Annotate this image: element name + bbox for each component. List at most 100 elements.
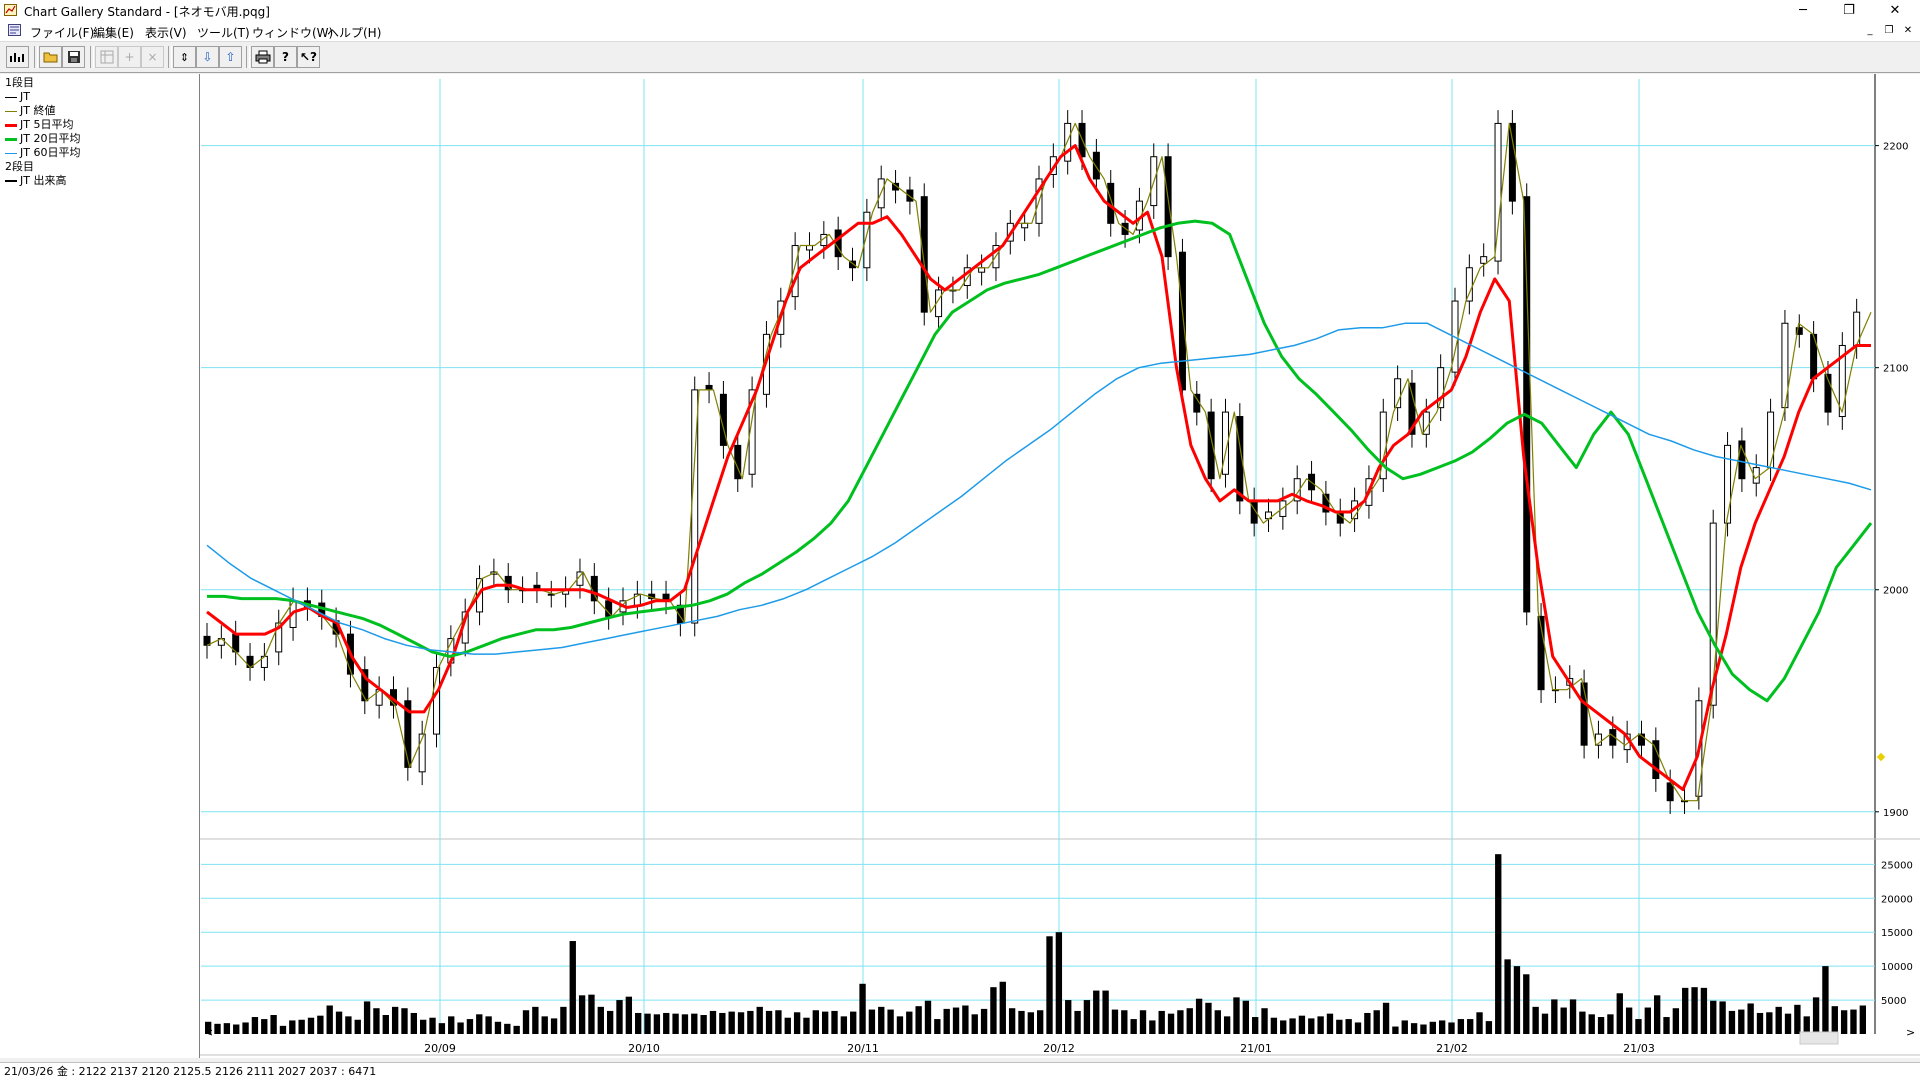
zoom-button[interactable]: ⇕ (173, 46, 196, 68)
volume-bar (906, 1011, 913, 1034)
volume-bar (326, 1005, 333, 1034)
volume-bar (1345, 1019, 1352, 1034)
volume-bar (1448, 1022, 1455, 1034)
menu-view[interactable]: 表示(V) (145, 26, 187, 40)
chart-area[interactable]: 20/09 20/10 20/11 20/12 21/01 21/02 21/03 1900 2… (200, 74, 1920, 1058)
legend-item[interactable]: JT 出来高 (5, 174, 66, 188)
mdi-restore-button[interactable]: ❐ (1884, 25, 1894, 36)
volume-bar (242, 1022, 249, 1034)
save-button[interactable] (62, 46, 85, 68)
volume-bar (934, 1019, 941, 1034)
volume-bar (1205, 1002, 1212, 1034)
volume-bar (1504, 959, 1511, 1034)
volume-bar (691, 1013, 698, 1034)
volume-bar (1420, 1024, 1427, 1034)
candle (1064, 110, 1072, 175)
open-button[interactable] (39, 46, 62, 68)
document-icon[interactable] (8, 24, 21, 36)
legend-item[interactable]: JT (5, 90, 30, 104)
candle-body (418, 733, 426, 773)
move-down-button[interactable]: ⇩ (196, 46, 219, 68)
volume-bar (1382, 1002, 1390, 1034)
help-button[interactable]: ? (274, 46, 297, 68)
properties-button[interactable] (95, 46, 118, 68)
context-help-button[interactable]: ↖? (297, 46, 320, 68)
volume-bar (1625, 1007, 1633, 1034)
volume-bar (635, 1012, 642, 1034)
volume-bar (1784, 1013, 1792, 1034)
volume-bar (363, 1001, 371, 1034)
candle-body (433, 666, 441, 735)
menu-file[interactable]: ファイル(F) (30, 26, 95, 40)
volume-bar (1270, 1017, 1278, 1034)
candle-body (849, 260, 857, 269)
candle (705, 372, 713, 404)
volume-bar (1139, 1010, 1147, 1034)
menu-help[interactable]: ヘルプ(H) (327, 26, 382, 40)
title-bar: Chart Gallery Standard - [ネオモバ用.pqg] ─ ❐… (0, 0, 1920, 21)
legend-line-icon (5, 96, 17, 98)
close-button[interactable]: ✕ (1889, 3, 1901, 18)
menu-edit[interactable]: 編集(E) (93, 26, 134, 40)
candle-body (1795, 327, 1803, 335)
volume-bar (625, 996, 633, 1034)
minimize-button[interactable]: ─ (1799, 3, 1807, 18)
volume-bar (1121, 1010, 1128, 1034)
volume-bar (513, 1025, 520, 1034)
candle-body (1322, 493, 1330, 513)
candle (1265, 498, 1273, 532)
volume-bar (1569, 999, 1577, 1034)
legend-item[interactable]: JT 20日平均 (5, 132, 80, 146)
volume-bar (803, 1017, 810, 1034)
delete-icon: × (147, 50, 158, 64)
menu-window[interactable]: ウィンドウ(W) (252, 26, 334, 40)
menu-bar: ファイル(F) 編集(E) 表示(V) ツール(T) ウィンドウ(W) ヘルプ(… (0, 21, 1920, 42)
stock-chart[interactable]: 20/09 20/10 20/11 20/12 21/01 21/02 21/03 1900 2… (200, 74, 1920, 1058)
candle (1724, 432, 1732, 537)
menu-tools[interactable]: ツール(T) (197, 26, 250, 40)
candle (232, 620, 240, 666)
volume-bar (1822, 966, 1829, 1034)
candle-body (1236, 416, 1244, 502)
volume-bar (1794, 1004, 1801, 1034)
volume-bar (1130, 1019, 1137, 1034)
print-button[interactable] (251, 46, 274, 68)
volume-bar (1065, 1000, 1072, 1034)
mdi-minimize-button[interactable]: _ (1867, 25, 1873, 36)
candle (260, 643, 268, 681)
move-up-button[interactable]: ⇧ (219, 46, 242, 68)
candle-body (1207, 411, 1215, 480)
candle-body (1408, 382, 1416, 435)
volume-bar (1532, 1006, 1539, 1034)
volume-bar (550, 1018, 558, 1034)
volume-bar (1102, 990, 1109, 1034)
restore-button[interactable]: ❐ (1843, 3, 1855, 18)
chart-type-button[interactable] (6, 46, 29, 68)
volume-bar (279, 1025, 287, 1034)
volume-bar (1252, 1017, 1259, 1034)
toolbar-separator (168, 46, 172, 68)
volume-bar (1850, 1009, 1857, 1034)
mdi-close-button[interactable]: ✕ (1903, 25, 1913, 36)
candle-body (1293, 478, 1301, 502)
volume-bar (1401, 1020, 1408, 1034)
candle (1437, 354, 1445, 421)
crosshair-button[interactable]: + (118, 46, 141, 68)
candle-body (705, 384, 713, 391)
candle-body (404, 700, 412, 768)
volume-bar (578, 995, 586, 1034)
toolbar-separator (90, 46, 94, 68)
legend-item[interactable]: JT 終値 (5, 104, 55, 118)
candle (1164, 143, 1172, 270)
candle-body (1021, 222, 1029, 229)
candle (719, 381, 727, 459)
candle-body (1738, 440, 1746, 480)
delete-button[interactable]: × (141, 46, 164, 68)
legend-item[interactable]: JT 5日平均 (5, 118, 73, 132)
volume-bar (756, 1006, 763, 1034)
legend-item[interactable]: JT 60日平均 (5, 146, 80, 160)
y-tick-label: 5000 (1881, 996, 1906, 1007)
candle (1092, 138, 1100, 193)
candle-body (361, 669, 369, 702)
volume-bar (1046, 936, 1053, 1034)
